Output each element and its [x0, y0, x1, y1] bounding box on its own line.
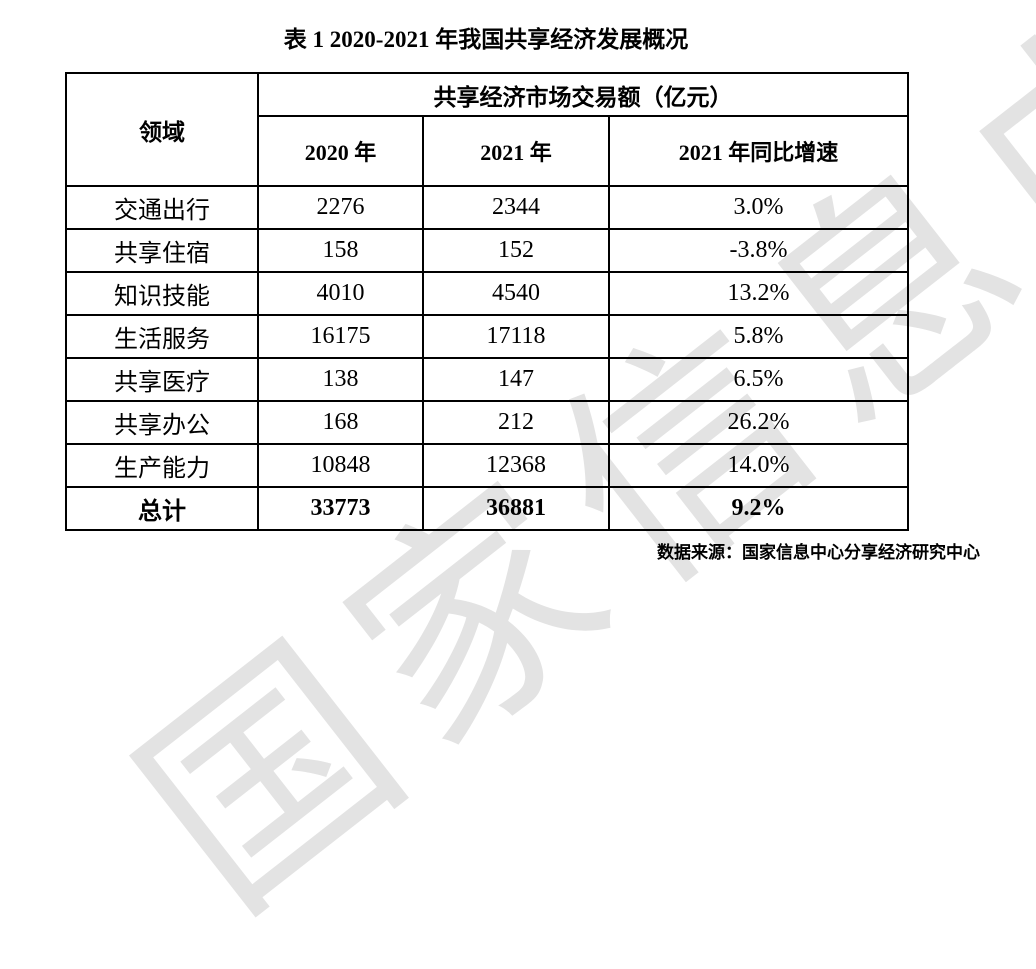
- value-growth: 14.0%: [607, 443, 910, 488]
- value-growth: 26.2%: [607, 400, 910, 445]
- value-2020-total: 33773: [257, 486, 424, 531]
- value-2020: 10848: [257, 443, 424, 488]
- row-label-total: 总计: [65, 486, 259, 531]
- row-label: 交通出行: [65, 185, 259, 230]
- column-header-2021: 2021 年: [422, 115, 610, 187]
- value-2021: 152: [422, 228, 610, 273]
- table-row-life-services: 生活服务 16175 17118 5.8%: [65, 314, 910, 359]
- value-2020: 158: [257, 228, 424, 273]
- value-growth: -3.8%: [607, 228, 910, 273]
- row-label: 生活服务: [65, 314, 259, 359]
- value-2021: 2344: [422, 185, 610, 230]
- table-row-total: 总计 33773 36881 9.2%: [65, 486, 910, 531]
- value-2020: 168: [257, 400, 424, 445]
- value-growth-total: 9.2%: [607, 486, 910, 531]
- value-2021: 4540: [422, 271, 610, 316]
- table-row-medical: 共享医疗 138 147 6.5%: [65, 357, 910, 402]
- table-row-accommodation: 共享住宿 158 152 -3.8%: [65, 228, 910, 273]
- row-label: 知识技能: [65, 271, 259, 316]
- data-source-note: 数据来源：国家信息中心分享经济研究中心: [657, 543, 980, 562]
- column-header-2020: 2020 年: [257, 115, 424, 187]
- table-row-knowledge-skills: 知识技能 4010 4540 13.2%: [65, 271, 910, 316]
- table-header-row-years: 2020 年 2021 年 2021 年同比增速: [66, 115, 910, 187]
- table-row-office: 共享办公 168 212 26.2%: [65, 400, 910, 445]
- value-growth: 6.5%: [607, 357, 910, 402]
- row-label: 共享住宿: [65, 228, 259, 273]
- value-2021: 212: [422, 400, 610, 445]
- table-title: 表 1 2020-2021 年我国共享经济发展概况: [283, 27, 689, 52]
- table-row-production-capacity: 生产能力 10848 12368 14.0%: [65, 443, 910, 488]
- value-growth: 3.0%: [607, 185, 910, 230]
- value-2020: 16175: [257, 314, 424, 359]
- row-label: 生产能力: [65, 443, 259, 488]
- document-page: { "page": { "title": "表 1 2020-2021 年我国共…: [65, 0, 1036, 956]
- column-header-growth: 2021 年同比增速: [607, 115, 910, 187]
- value-growth: 13.2%: [607, 271, 910, 316]
- table-header-row-group: 领域 共享经济市场交易额（亿元）: [65, 72, 910, 187]
- value-2020: 2276: [257, 185, 424, 230]
- value-2021: 12368: [422, 443, 610, 488]
- row-label: 共享医疗: [65, 357, 259, 402]
- row-label: 共享办公: [65, 400, 259, 445]
- value-2020: 4010: [257, 271, 424, 316]
- value-2021: 17118: [422, 314, 610, 359]
- shared-economy-table: 领域 共享经济市场交易额（亿元） 2020 年 2021 年 2021 年同比增…: [65, 72, 910, 531]
- table-row-transportation: 交通出行 2276 2344 3.0%: [65, 185, 910, 230]
- value-2021-total: 36881: [422, 486, 610, 531]
- column-header-domain: 领域: [65, 72, 259, 187]
- value-2021: 147: [422, 357, 610, 402]
- value-growth: 5.8%: [607, 314, 910, 359]
- value-2020: 138: [257, 357, 424, 402]
- column-group-header-transaction-volume: 共享经济市场交易额（亿元）: [256, 72, 910, 117]
